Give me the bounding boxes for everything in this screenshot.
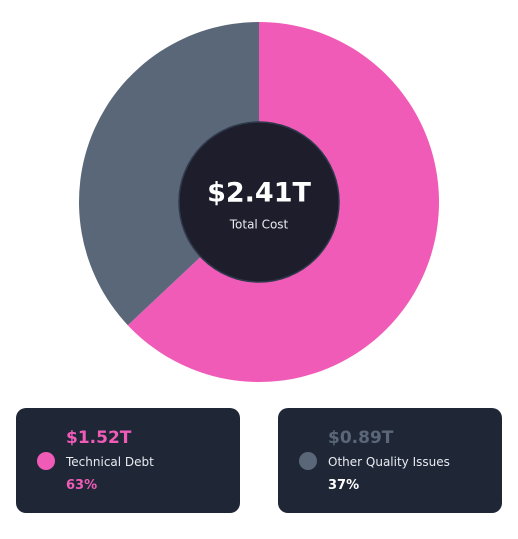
legend-card: $0.89T Other Quality Issues 37% bbox=[278, 408, 502, 513]
legend-label: Other Quality Issues bbox=[328, 455, 450, 469]
chart: $2.41T Total Cost bbox=[78, 22, 439, 382]
amount-label: $0.89T bbox=[328, 428, 394, 448]
total-label: Total Cost bbox=[229, 218, 289, 232]
value-label: 63% bbox=[66, 478, 98, 493]
total-value: $2.41T bbox=[207, 178, 311, 209]
value-label: 37% bbox=[328, 478, 360, 493]
amount-label: $1.52T bbox=[66, 428, 132, 448]
legend-label: Technical Debt bbox=[66, 455, 154, 469]
pie-slice bbox=[78, 22, 259, 326]
legend-card: $1.52T Technical Debt 63% bbox=[16, 408, 240, 513]
legend-swatch bbox=[37, 452, 55, 470]
legend-swatch bbox=[299, 452, 317, 470]
donut-hole bbox=[178, 121, 340, 283]
